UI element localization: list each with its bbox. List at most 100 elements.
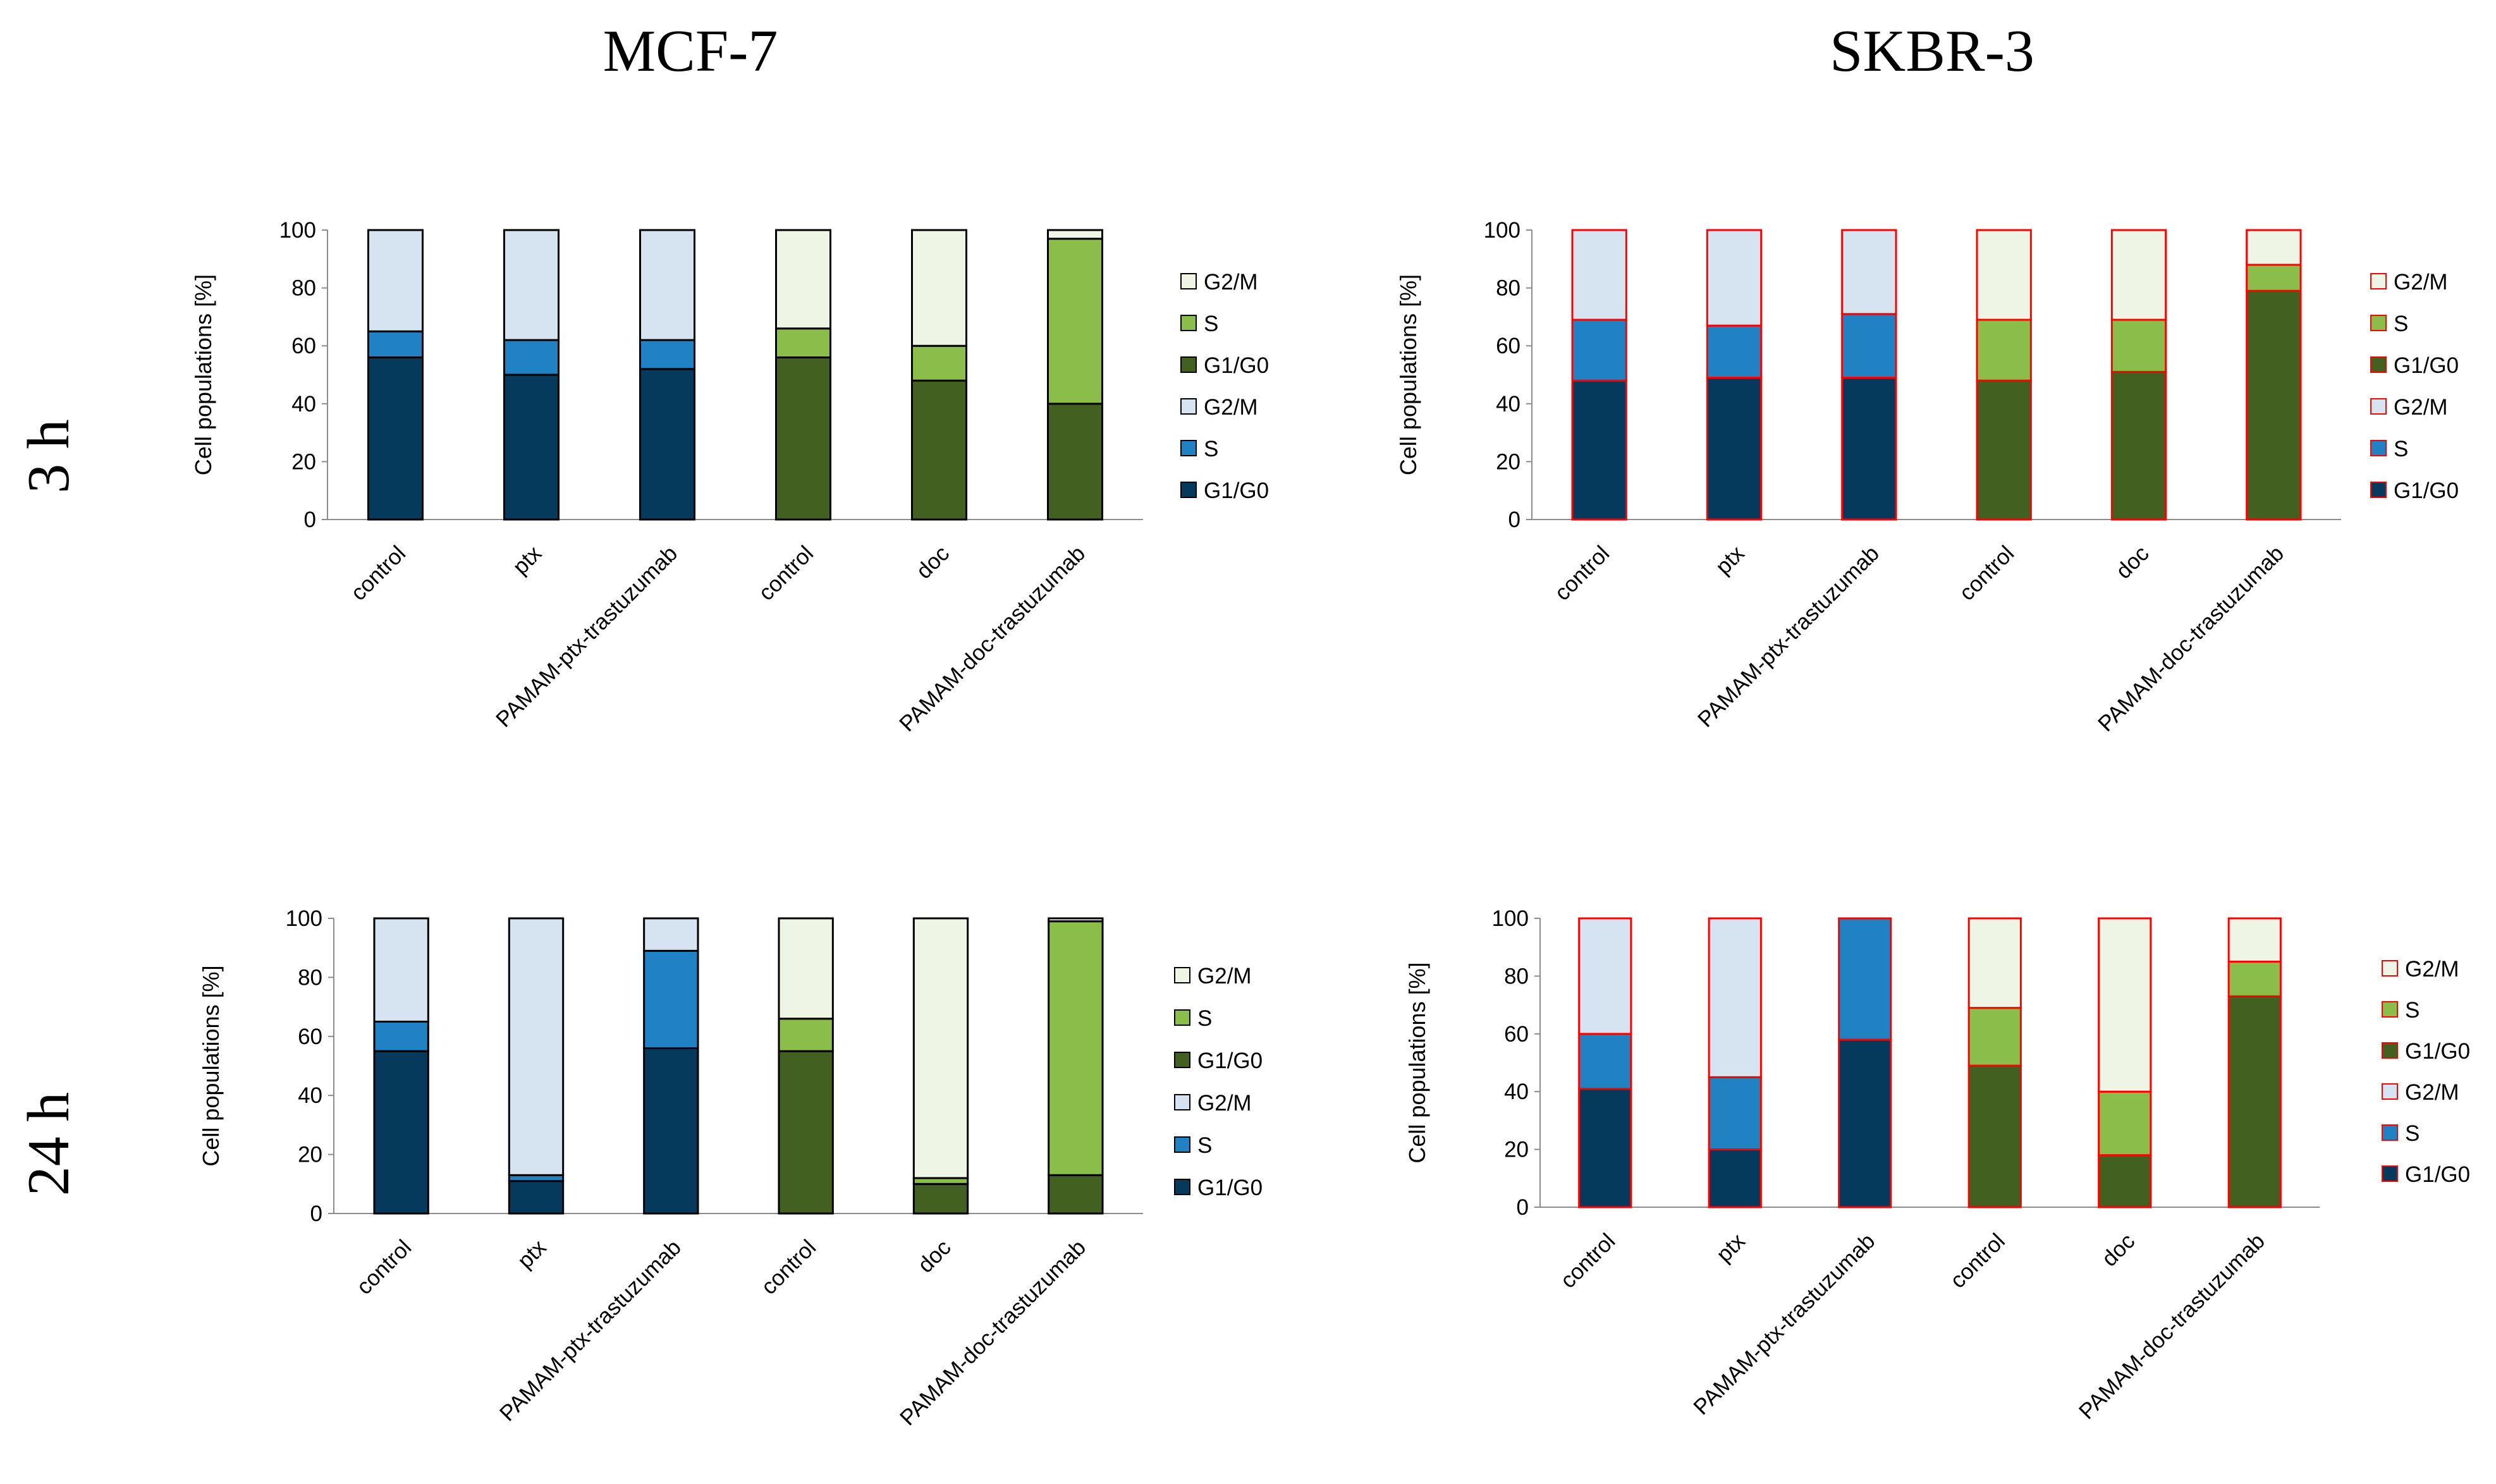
y-tick-label: 60 (291, 334, 316, 358)
x-tick-label: doc (2097, 1229, 2139, 1271)
y-tick-label: 80 (1504, 964, 1529, 988)
bar-segment-g1-g0 (1967, 1064, 2022, 1208)
legend-label: G2/M (1204, 270, 1258, 295)
x-tick-label: ptx (1711, 541, 1749, 580)
bar-segment-g2-m (911, 229, 967, 347)
bar-segment-g1-g0 (2098, 1154, 2152, 1208)
y-tick-label: 60 (1496, 334, 1520, 358)
x-tick-label: ptx (513, 1235, 551, 1274)
bar-segment-g1-g0 (503, 374, 560, 521)
legend-label: G2/M (2394, 270, 2448, 295)
y-tick-label: 20 (1504, 1138, 1529, 1162)
column-title-skbr3: SKBR-3 (1830, 18, 2034, 84)
x-tick-label: control (754, 541, 818, 605)
legend-label: S (1204, 437, 1218, 461)
y-tick-label: 60 (298, 1025, 322, 1049)
bar-segment-s (1571, 319, 1627, 382)
legend-swatch (1180, 398, 1197, 415)
bar-segment-g2-m (778, 917, 834, 1020)
bar-segment-s (373, 1020, 429, 1052)
x-tick-label: control (1556, 1229, 1620, 1293)
y-axis-label: Cell populations [%] (198, 965, 224, 1166)
legend-label: G2/M (2405, 1080, 2459, 1105)
bar-segment-g2-m (1841, 229, 1897, 315)
legend-swatch (2382, 1001, 2398, 1018)
bar-segment-g2-m (508, 917, 565, 1176)
bar-segment-g2-m (2227, 917, 2282, 963)
legend-swatch (1180, 315, 1197, 331)
x-tick-label: doc (913, 1235, 955, 1277)
bar-segment-g1-g0 (1571, 379, 1627, 521)
y-tick-label: 40 (1504, 1080, 1529, 1104)
bar-segment-g1-g0 (911, 379, 967, 521)
x-tick-label: control (352, 1235, 416, 1299)
legend-swatch (1174, 1009, 1190, 1026)
legend-label: G1/G0 (1197, 1049, 1263, 1073)
bar-segment-g1-g0 (367, 356, 424, 521)
bar-segment-g1-g0 (508, 1180, 565, 1215)
legend-swatch (2382, 1124, 2398, 1141)
legend-swatch (1180, 356, 1197, 373)
bar-segment-g1-g0 (1708, 1148, 1762, 1208)
y-tick-label: 80 (298, 965, 322, 990)
legend-label: S (2405, 1121, 2420, 1146)
bar-segment-g1-g0 (778, 1050, 834, 1215)
y-tick-label: 60 (1504, 1022, 1529, 1047)
row-title-24h: 24 h (16, 1092, 82, 1196)
legend-label: G2/M (2405, 957, 2459, 982)
row-title-3h: 3 h (16, 419, 82, 494)
bar-segment-s (643, 949, 699, 1049)
bar-segment-g2-m (1706, 229, 1763, 327)
bar-segment-s (1708, 1076, 1762, 1151)
y-axis-label: Cell populations [%] (1404, 962, 1430, 1163)
bar-segment-g1-g0 (1976, 379, 2032, 521)
y-tick-label: 0 (1508, 508, 1520, 532)
y-tick-label: 100 (286, 906, 322, 931)
bar-segment-g2-m (2246, 229, 2302, 266)
legend-label: S (1197, 1133, 1212, 1158)
legend-label: S (2394, 437, 2408, 461)
legend-label: G2/M (1197, 1091, 1252, 1116)
bar-segment-g1-g0 (912, 1183, 969, 1215)
y-axis-label: Cell populations [%] (190, 274, 216, 475)
y-tick-label: 20 (1496, 449, 1520, 474)
legend-label: G2/M (2394, 395, 2448, 420)
y-tick-label: 0 (304, 508, 316, 532)
bar-segment-g2-m (639, 229, 695, 341)
bar-segment-g1-g0 (2110, 370, 2167, 521)
legend-swatch (1174, 1094, 1190, 1110)
bar-segment-g2-m (1571, 229, 1627, 321)
bar-segment-s (778, 1018, 834, 1052)
bar-segment-s (1578, 1033, 1632, 1090)
legend-swatch (2370, 482, 2387, 498)
chart-mcf7-3h: 0 20 40 60 80 100 Cell populations [%] control p… (190, 218, 1269, 736)
bar-segment-g1-g0 (1047, 403, 1103, 521)
bar-segment-s (775, 327, 831, 359)
y-tick-label: 100 (1484, 218, 1520, 243)
legend-swatch (1180, 482, 1197, 498)
legend-swatch (2370, 273, 2387, 289)
y-tick-label: 20 (298, 1143, 322, 1167)
bar-segment-s (2110, 319, 2167, 373)
x-tick-label: doc (912, 541, 954, 583)
x-tick-label: ptx (508, 541, 547, 580)
x-tick-label: control (756, 1235, 821, 1299)
bar-segment-g2-m (1976, 229, 2032, 321)
bar-segment-g2-m (912, 917, 969, 1179)
legend-swatch (2370, 440, 2387, 456)
bar-segment-g2-m (1967, 917, 2022, 1009)
legend-label: G1/G0 (2394, 353, 2459, 378)
bar-segment-g1-g0 (643, 1047, 699, 1215)
legend-label: G2/M (1197, 964, 1252, 988)
legend-label: G1/G0 (2405, 1162, 2470, 1187)
legend-label: G1/G0 (1204, 478, 1269, 503)
bar-segment-g2-m (373, 917, 429, 1023)
bar-segment-g1-g0 (639, 368, 695, 521)
x-tick-label: doc (2111, 541, 2153, 583)
y-tick-label: 0 (310, 1201, 322, 1226)
chart-skbr3-3h: 0 20 40 60 80 100 Cell populations [%] control p… (1395, 218, 2459, 736)
legend-label: G2/M (1204, 395, 1258, 420)
bar-segment-g1-g0 (775, 356, 831, 521)
legend-label: G1/G0 (2405, 1039, 2470, 1064)
